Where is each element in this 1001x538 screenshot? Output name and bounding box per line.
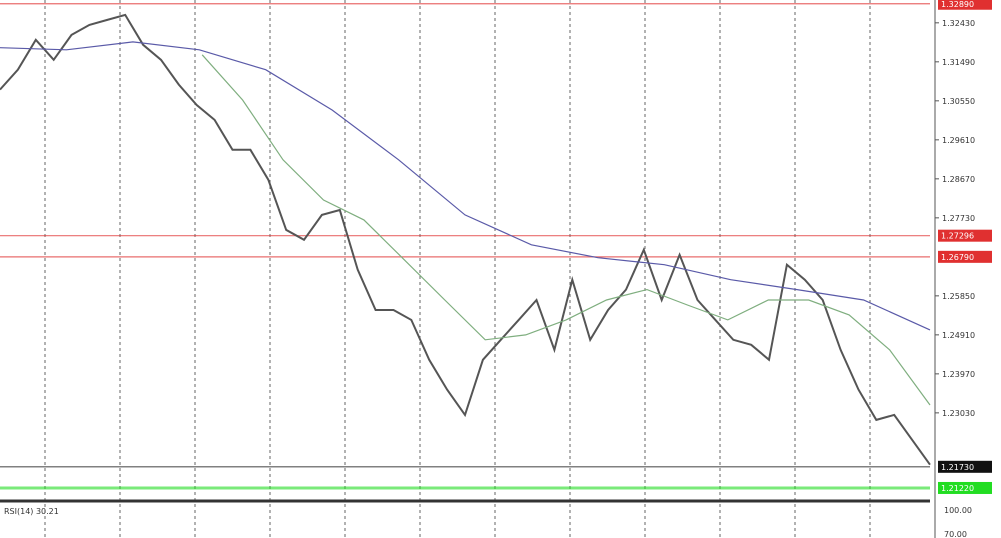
axis-tick-label: 1.28670 — [942, 175, 975, 184]
price-level-badge — [938, 0, 992, 10]
rsi-label: RSI(14) 30.21 — [4, 507, 59, 516]
axis-tick-label: 1.23970 — [942, 370, 975, 379]
axis-tick-label: 1.31490 — [942, 58, 975, 67]
price-level-badge — [938, 460, 992, 473]
price-level-label: 1.26790 — [941, 253, 974, 262]
price-series — [0, 13, 931, 466]
axis-tick-label: 1.25850 — [942, 292, 975, 301]
price-level-label: 1.21220 — [941, 484, 974, 493]
axis-tick-label: 1.32430 — [942, 19, 975, 28]
price-level-label: 1.27296 — [941, 232, 974, 241]
rsi-tick-100: 100.00 — [944, 506, 972, 515]
price-level-label: 1.21730 — [941, 463, 974, 472]
moving-average-2 — [0, 41, 931, 331]
price-level-badge — [938, 229, 992, 242]
price-level-badge — [938, 481, 992, 494]
axis-tick-label: 1.24910 — [942, 331, 975, 340]
axis-tick-label: 1.29610 — [942, 136, 975, 145]
axis-tick-label: 1.23030 — [942, 409, 975, 418]
price-level-badge — [938, 250, 992, 263]
moving-average-1 — [201, 54, 931, 406]
price-level-label: 1.32890 — [941, 0, 974, 9]
axis-tick-label: 1.30550 — [942, 97, 975, 106]
rsi-tick-70: 70.00 — [944, 530, 967, 538]
axis-tick-label: 1.27730 — [942, 214, 975, 223]
